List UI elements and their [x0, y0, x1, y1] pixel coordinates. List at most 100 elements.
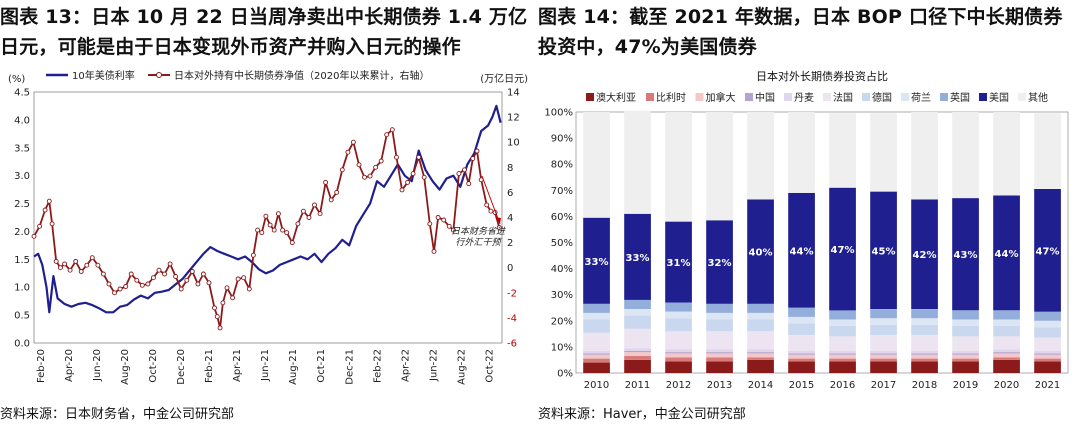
- left-y-tick-label: 4.0: [14, 115, 30, 126]
- japan-bonds-point: [267, 222, 273, 228]
- japan-bonds-point: [271, 227, 277, 233]
- japan-bonds-point: [117, 286, 123, 292]
- x-tick-label: Aug-21: [288, 349, 299, 385]
- legend-swatch: [784, 93, 792, 101]
- japan-bonds-point: [312, 202, 317, 208]
- japan-bonds-point: [421, 174, 427, 180]
- japan-bonds-point: [496, 225, 502, 230]
- us-share-label: 43%: [954, 250, 978, 261]
- x-tick-label: Apr-21: [232, 349, 243, 382]
- bar-segment: [706, 303, 733, 313]
- japan-bonds-point: [446, 223, 452, 229]
- bar-segment: [788, 316, 815, 324]
- us-share-label: 45%: [872, 246, 896, 257]
- bar-segment: [665, 221, 692, 303]
- bar-segment: [870, 358, 897, 362]
- bar-segment: [993, 336, 1020, 350]
- x-tick-label: 2013: [707, 380, 732, 391]
- bar-segment: [911, 358, 938, 362]
- bar-segment: [706, 112, 733, 221]
- us-share-label: 33%: [585, 257, 609, 268]
- left-y-tick-label: 2.0: [14, 227, 30, 238]
- japan-bonds-point: [78, 269, 84, 274]
- bar-segment: [870, 309, 897, 319]
- us-share-label: 32%: [708, 258, 732, 269]
- y-tick-label: 100%: [544, 108, 573, 119]
- japan-bonds-point: [100, 271, 106, 277]
- bar-segment: [624, 110, 651, 214]
- bar-segment: [993, 357, 1020, 360]
- bar-segment: [993, 112, 1020, 196]
- bar-segment: [1034, 311, 1061, 321]
- bar-segment: [624, 299, 651, 309]
- right-panel: 图表 14：截至 2021 年数据，日本 BOP 口径下中长期债券投资中，47%…: [538, 0, 1080, 427]
- y-tick-label: 30%: [551, 290, 573, 301]
- y-tick-label: 20%: [551, 316, 573, 327]
- left-y-tick-label: 3.5: [14, 143, 30, 154]
- bar-segment: [1034, 113, 1061, 189]
- bar-segment: [706, 353, 733, 358]
- bar-segment: [993, 359, 1020, 373]
- japan-bonds-point: [178, 286, 184, 292]
- x-tick-label: Feb-21: [204, 349, 215, 383]
- bar-segment: [952, 354, 979, 359]
- bar-segment: [1034, 337, 1061, 351]
- japan-bonds-point: [435, 215, 441, 220]
- us-share-label: 47%: [831, 245, 855, 256]
- bar-segment: [706, 220, 733, 304]
- legend-swatch: [940, 93, 948, 101]
- legend-swatch: [1018, 93, 1026, 101]
- x-tick-label: 2015: [789, 380, 814, 391]
- bar-segment: [747, 331, 774, 350]
- legend-label: 比利时: [656, 92, 686, 104]
- x-tick-label: 2017: [871, 380, 896, 391]
- plot-frame: [575, 111, 1069, 374]
- japan-bonds-point: [128, 271, 134, 277]
- left-axis-unit: (%): [8, 74, 25, 85]
- bar-segment: [829, 353, 856, 355]
- bar-segment: [870, 191, 897, 309]
- bar-segment: [911, 353, 938, 355]
- bar-segment: [747, 319, 774, 332]
- bar-segment: [1034, 350, 1061, 354]
- japan-bonds-point: [220, 300, 226, 306]
- right-y-tick-label: 2: [507, 238, 513, 249]
- japan-bonds-point: [431, 248, 437, 254]
- line-chart: (%) (万亿日元) 0.0 0.5 1.0 1.5 2.0 2.5 3.0 3.5 4.0 4.5 -…: [8, 69, 528, 385]
- bar-segment: [706, 352, 733, 354]
- right-y-tick-label: 4: [507, 213, 513, 224]
- japan-bonds-point: [259, 230, 265, 236]
- japan-bonds-point: [214, 314, 220, 320]
- japan-bonds-point: [230, 295, 236, 301]
- bar-segment: [624, 309, 651, 316]
- bar-segment: [706, 349, 733, 353]
- japan-bonds-point: [450, 227, 456, 233]
- japan-bonds-point: [373, 164, 379, 170]
- y-tick-label: 80%: [551, 160, 573, 171]
- legend-label: 中国: [755, 91, 775, 104]
- bar-segment: [829, 326, 856, 337]
- bar-segment: [993, 195, 1020, 311]
- bar-segment: [788, 112, 815, 193]
- bar-segment: [1034, 189, 1061, 312]
- legend-swatch: [646, 93, 654, 101]
- bar-segment: [993, 353, 1020, 358]
- x-tick-label: Aug-22: [456, 349, 467, 385]
- x-tick-label: 2012: [666, 380, 691, 391]
- bar-segment: [829, 336, 856, 351]
- japan-bonds-point: [306, 215, 312, 220]
- bar-segment: [952, 326, 979, 337]
- legend-label: 德国: [872, 91, 892, 104]
- legend-label-japan-bonds: 日本对外持有中长期债券净值（2020年以来累计，右轴）: [174, 69, 429, 82]
- japan-bonds-point: [474, 148, 480, 154]
- bar-segment: [911, 324, 938, 336]
- japan-bonds-point: [362, 174, 367, 180]
- bar-segment: [665, 112, 692, 222]
- bar-segment: [829, 354, 856, 359]
- left-y-tick-label: 4.5: [14, 88, 30, 99]
- bar-segment: [624, 348, 651, 351]
- japan-bonds-point: [356, 162, 362, 168]
- bar-segment: [870, 324, 897, 336]
- bar-segment: [665, 311, 692, 319]
